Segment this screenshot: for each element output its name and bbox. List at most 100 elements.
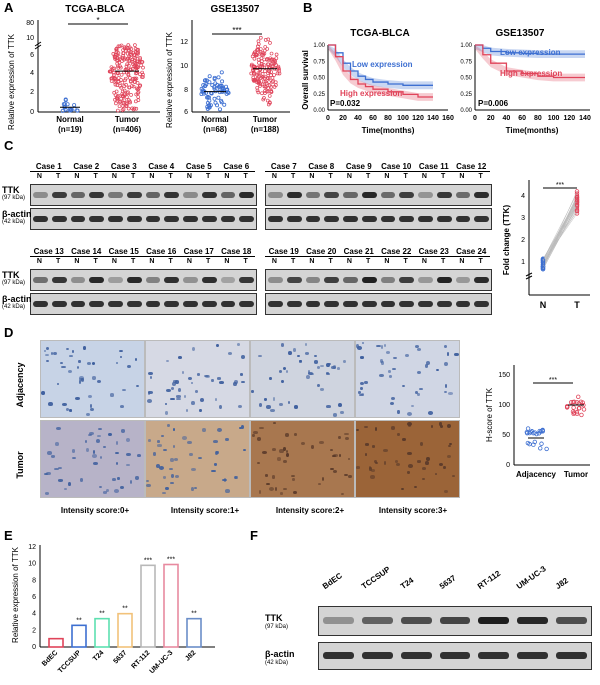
a1-tumor-point [140,60,145,64]
a2-tumor-point [257,61,261,65]
f-actin-band [323,652,354,659]
f-cell-line-UM-UC-3: UM-UC-3 [515,564,548,591]
a2-tumor-point [266,76,270,80]
a1-tumor-point [123,48,128,53]
c-band [361,277,377,283]
f-cell-line-T24: T24 [398,575,416,591]
c-band [455,192,471,198]
a1-ytick-0: 0 [30,109,34,116]
c-case-label: Case 2 [67,162,105,172]
a1-tumor-point [123,76,128,81]
c-band [201,192,217,198]
ihc-image-tumor-0 [40,420,145,498]
a2-tumor-point [275,71,280,76]
a2-normal-point [205,104,210,109]
a2-normal-point [219,100,224,105]
c-band [436,301,452,307]
c-lane-t: T [168,173,173,180]
c-lane-n: N [421,258,427,265]
c-case-label: Case 17 [180,247,218,257]
e-sig-UM-UC-3: *** [167,557,175,564]
a2-tumor-point [263,89,267,93]
a1-tumor-point [115,97,120,101]
a2-tumor-point [267,83,272,88]
c-lane-t: T [130,173,136,180]
e-bar-J82 [186,617,202,648]
c-lane-n: N [36,258,42,265]
c-band [361,192,377,198]
c-band [399,277,414,283]
a1-tumor-point [122,93,127,98]
a2-tumor-point [268,40,272,45]
a2-cat-tumor-n: (n=188) [251,125,280,134]
a1-normal-points [60,97,80,113]
e-xtick-RT-112: RT-112 [130,649,151,670]
a2-tumor-point [263,69,267,73]
c-pair-line [542,210,578,261]
c-band [145,301,161,307]
d-point-tumor [574,411,580,417]
c-band [145,192,161,198]
c-case-label: Case 10 [377,162,415,172]
c-row-actin_kda: (42 kDa) [2,304,26,310]
d-point-adjacency [544,446,549,452]
c-cat-n: N [540,300,547,310]
d-row-tumor: Tumor [15,451,25,479]
a2-normal-point [213,81,218,86]
c-case-label: Case 3 [105,162,143,172]
d-intensity-1: Intensity score:1+ [170,506,240,515]
e-bar-UM-UC-3 [163,563,179,648]
d-ylabel: H-score of TTK [485,387,494,442]
c-band [436,216,452,222]
a1-tumor-point [126,106,131,111]
b2-legend-low: Low expression [500,48,561,57]
f-ttk-label: TTK [265,613,283,623]
a2-tumor-point [273,59,278,64]
c-band [239,192,254,198]
a1-tumor-point [117,104,122,109]
a2-tumor-point [253,52,258,56]
c-lane-n: N [271,173,277,180]
b1-survival-curves [328,44,433,101]
c-case-label: Case 9 [340,162,378,172]
a2-tumor-point [251,71,256,75]
panel-d-ihc: Adjacency Tumor Intensity score:0+ Inten… [0,340,470,520]
c-lane-t: T [130,258,136,265]
d-point-tumor [579,412,584,418]
e-ytick: 2 [32,627,36,634]
c-band [164,301,179,307]
a1-tumor-point [138,56,142,60]
c-lane-n: N [224,173,230,180]
panel-label-d: D [4,325,14,340]
a1-tumor-point [138,83,143,88]
d-cat-tumor: Tumor [564,470,588,479]
c-band [418,301,433,307]
a2-tumor-point [269,64,274,68]
e-ylabel: Relative expression of TTK [11,546,20,643]
a1-tumor-point [124,103,129,108]
a2-tumor-point [272,73,276,77]
c-band [268,192,283,198]
b1-xticks: 0 20 40 60 80 100 120 140 160 [326,115,454,122]
chart-a2-ylabel: Relative expression of TTK [165,31,174,128]
a1-tumor-point [130,106,135,111]
b1-xtick: 80 [384,115,392,122]
a2-tumor-point [255,85,260,90]
a2-tumor-point [267,94,272,98]
c-lane-t: T [365,258,371,265]
c-band [51,301,67,307]
f-actin-band [517,652,549,659]
c-lane-n: N [459,258,465,265]
a2-tumor-point [265,47,270,51]
c-lane-n: N [74,258,80,265]
chart-a1-title: TCGA-BLCA [65,4,124,15]
c-band [33,301,48,307]
b2-xlabel: Time(months) [506,126,559,135]
a2-normal-point [207,98,212,103]
a2-tumor-point [261,97,266,102]
a1-tumor-point [124,45,129,50]
c-band [108,192,123,198]
c-point-t [574,202,580,207]
c-band [324,277,339,283]
c-case-label: Case 6 [217,162,255,172]
